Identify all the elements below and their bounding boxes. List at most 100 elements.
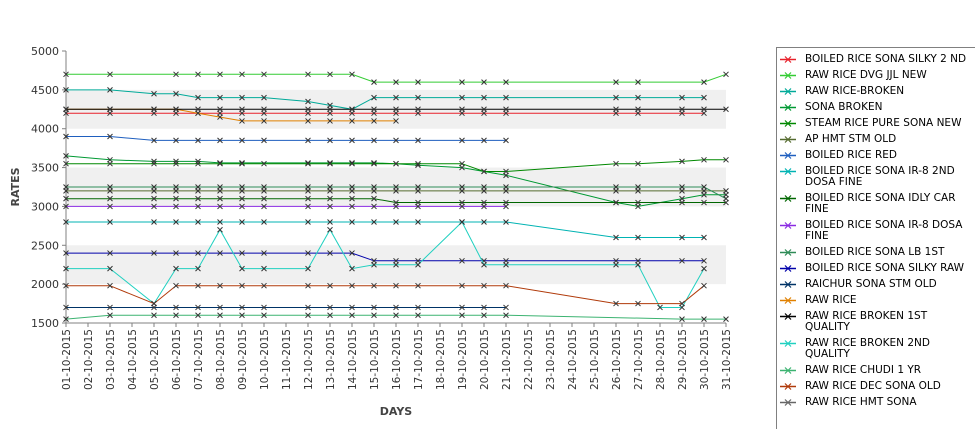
data-point	[217, 312, 223, 319]
data-point	[415, 282, 421, 289]
data-point	[481, 184, 487, 190]
data-point	[679, 106, 685, 113]
legend-label: STEAM RICE PURE SONA NEW	[805, 117, 962, 129]
legend-item: BOILED RICE SONA IR-8 2ND DOSA FINE	[777, 166, 975, 188]
data-point	[349, 118, 355, 124]
data-point	[327, 106, 333, 113]
data-point	[635, 106, 641, 113]
data-point	[107, 312, 113, 319]
data-point	[217, 226, 223, 233]
y-tick-label: 4000	[31, 123, 59, 136]
data-point	[503, 137, 509, 144]
data-point	[217, 160, 223, 166]
data-point	[327, 160, 333, 166]
data-point	[481, 261, 487, 268]
x-tick-label: 10-10-2015	[259, 329, 271, 390]
x-tick-label: 08-10-2015	[215, 329, 227, 390]
data-point	[459, 304, 465, 311]
data-point	[107, 184, 113, 190]
data-point	[173, 312, 179, 319]
data-point	[393, 184, 399, 190]
data-point	[481, 219, 487, 225]
legend: BOILED RICE SONA SILKY 2 ND RAW RICE DVG …	[776, 47, 975, 429]
data-point	[613, 184, 619, 190]
legend-item: BOILED RICE SONA SILKY 2 ND	[777, 54, 975, 65]
data-point	[349, 106, 355, 113]
y-tick-label: 2000	[31, 278, 59, 291]
data-point	[701, 106, 707, 113]
legend-label: RAW RICE BROKEN 2ND QUALITY	[805, 337, 930, 360]
data-point	[349, 195, 355, 202]
data-point	[349, 304, 355, 311]
data-point	[305, 184, 311, 190]
legend-label: BOILED RICE SONA SILKY 2 ND	[805, 53, 967, 65]
data-point	[195, 160, 201, 167]
data-point	[415, 94, 421, 101]
data-point	[217, 219, 223, 225]
data-point	[481, 203, 487, 210]
data-point	[393, 261, 399, 268]
data-point	[195, 184, 201, 190]
x-tick-label: 20-10-2015	[479, 329, 491, 390]
x-tick-label: 19-10-2015	[457, 329, 469, 390]
legend-item: BOILED RICE RED	[777, 150, 975, 161]
data-point	[371, 219, 377, 225]
data-point	[239, 250, 245, 256]
y-tick-label: 3500	[31, 162, 59, 175]
data-point	[723, 156, 729, 163]
data-point	[63, 184, 69, 190]
data-point	[679, 316, 685, 322]
data-point	[349, 160, 355, 167]
x-tick-label: 31-10-2015	[721, 329, 733, 390]
legend-label: AP HMT STM OLD	[805, 133, 897, 145]
legend-item: AP HMT STM OLD	[777, 134, 975, 145]
data-point	[195, 94, 201, 101]
data-point	[63, 153, 69, 159]
data-point	[173, 160, 179, 167]
data-point	[349, 71, 355, 78]
data-point	[195, 312, 201, 319]
data-point	[327, 282, 333, 289]
legend-item: STEAM RICE PURE SONA NEW	[777, 118, 975, 129]
x-tick-label: 02-10-2015	[83, 329, 95, 390]
series-line	[66, 186, 727, 200]
x-tick-label: 04-10-2015	[127, 329, 139, 390]
data-point	[481, 282, 487, 289]
data-point	[503, 203, 509, 210]
data-point	[415, 203, 421, 210]
data-point	[415, 137, 421, 144]
legend-item: RAW RICE-BROKEN	[777, 86, 975, 97]
data-point	[261, 184, 267, 190]
data-point	[173, 184, 179, 190]
data-point	[173, 137, 179, 144]
legend-item: BOILED RICE SONA SILKY RAW	[777, 263, 975, 274]
data-point	[151, 300, 157, 307]
data-point	[151, 195, 157, 202]
data-point	[107, 71, 113, 78]
legend-label: BOILED RICE SONA SILKY RAW	[805, 262, 965, 274]
legend-swatch	[780, 72, 796, 79]
data-point	[327, 184, 333, 190]
data-point	[239, 265, 245, 272]
data-point	[63, 304, 69, 311]
data-point	[239, 195, 245, 202]
data-point	[151, 137, 157, 144]
legend-swatch	[780, 120, 796, 127]
data-point	[679, 184, 685, 190]
x-tick-label: 23-10-2015	[545, 329, 557, 390]
data-point	[63, 71, 69, 78]
data-point	[261, 282, 267, 289]
data-point	[635, 184, 641, 190]
data-point	[305, 195, 311, 202]
data-point	[327, 226, 333, 233]
data-point	[393, 79, 399, 85]
data-point	[195, 219, 201, 225]
data-point	[393, 312, 399, 319]
data-point	[371, 118, 377, 124]
data-point	[217, 282, 223, 289]
data-point	[195, 282, 201, 289]
data-point	[635, 160, 641, 167]
data-point	[107, 304, 113, 311]
data-point	[459, 94, 465, 101]
